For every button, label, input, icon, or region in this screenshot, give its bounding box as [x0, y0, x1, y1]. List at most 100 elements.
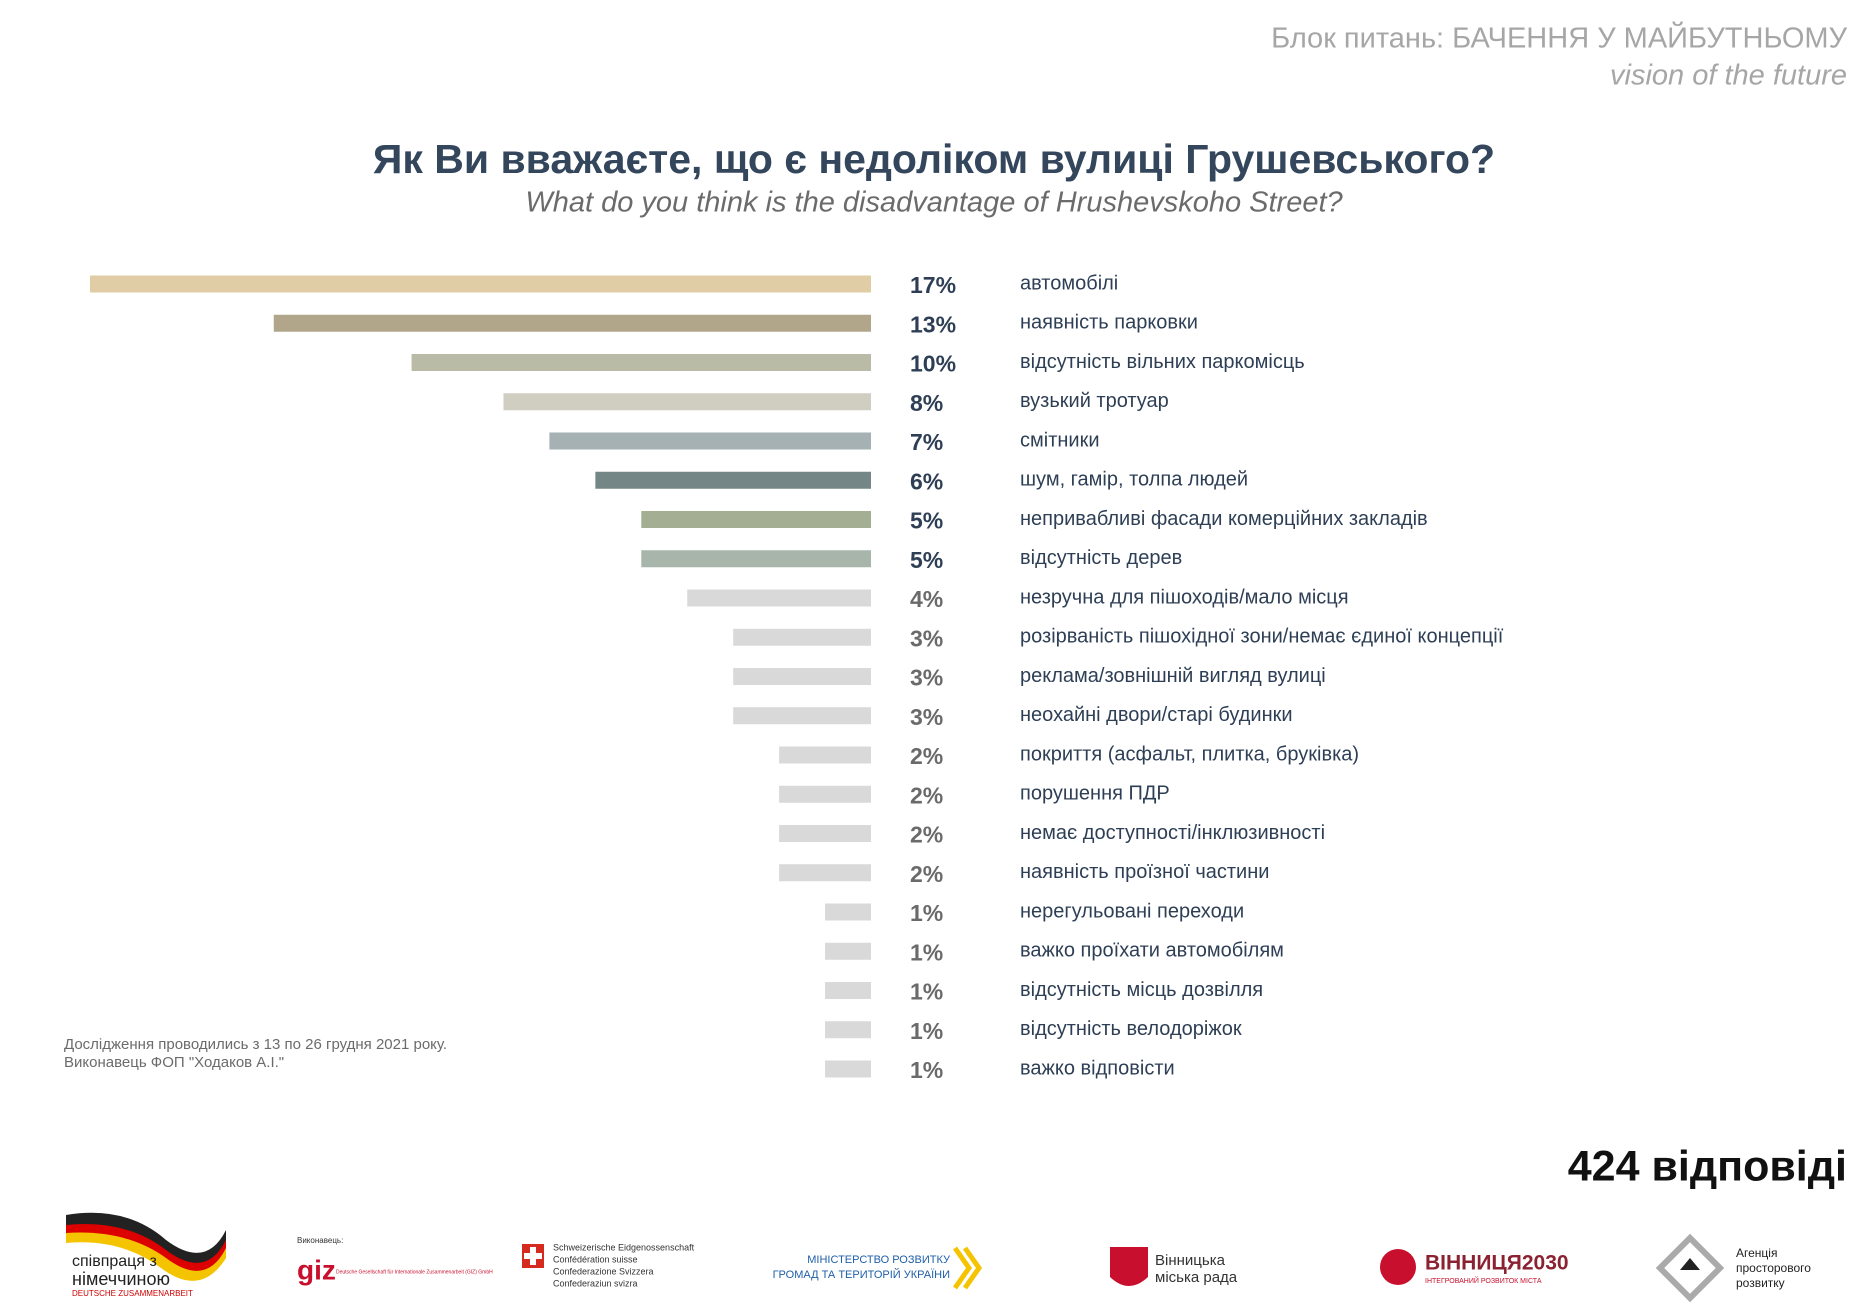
category-label: покриття (асфальт, плитка, бруківка) [1020, 743, 1359, 765]
logo-text: Deutsche Gesellschaft für Internationale… [336, 1269, 493, 1275]
logo-text: ІНТЕГРОВАНИЙ РОЗВИТОК МІСТА [1425, 1276, 1542, 1285]
bar [90, 275, 871, 293]
category-label: неохайні двори/старі будинки [1020, 704, 1293, 726]
logo-text: Вінницька [1155, 1252, 1226, 1269]
value-label: 1% [910, 979, 943, 1005]
value-label: 1% [910, 1057, 943, 1083]
bar [503, 393, 871, 411]
value-label: 3% [910, 704, 943, 730]
logo-text: giz [297, 1254, 336, 1285]
logo-text: просторового [1736, 1261, 1811, 1275]
category-label: автомобілі [1020, 272, 1118, 294]
logo-text: МІНІСТЕРСТВО РОЗВИТКУ [807, 1254, 951, 1266]
category-label: смітники [1020, 429, 1100, 451]
value-label: 3% [910, 625, 943, 651]
logo-text: Виконавець: [297, 1236, 343, 1245]
bar [733, 668, 871, 685]
value-label: 13% [910, 311, 956, 337]
value-label: 6% [910, 468, 943, 494]
value-label: 2% [910, 861, 943, 887]
value-label: 5% [910, 547, 943, 573]
logo-text: Confederazione Svizzera [553, 1266, 654, 1276]
city-shield [1110, 1247, 1148, 1286]
logos: співпраця з німеччиною DEUTSCHE ZUSAMMEN… [66, 1212, 1811, 1303]
value-label: 2% [910, 782, 943, 808]
bar [825, 1060, 871, 1078]
bar [549, 432, 871, 450]
category-label: наявність проїзної частини [1020, 861, 1269, 883]
swiss-cross [524, 1247, 542, 1265]
bar [779, 864, 871, 882]
value-label: 10% [910, 351, 956, 377]
category-label: вузький тротуар [1020, 390, 1169, 412]
category-label: наявність парковки [1020, 312, 1198, 334]
logo-text: Confédération suisse [553, 1254, 638, 1264]
ministry-arrows [952, 1246, 983, 1290]
category-label: немає доступності/інклюзивності [1020, 822, 1325, 844]
bar [825, 903, 871, 921]
agency-icon [1655, 1233, 1725, 1303]
bar [825, 1021, 871, 1039]
category-label: реклама/зовнішній вигляд вулиці [1020, 665, 1326, 687]
category-label: непривабливі фасади комерційних закладів [1020, 508, 1428, 530]
category-label: шум, гамір, толпа людей [1020, 469, 1248, 491]
logo-text: міська рада [1155, 1269, 1238, 1286]
bar [733, 707, 871, 725]
value-label: 1% [910, 939, 943, 965]
logo-text: DEUTSCHE ZUSAMMENARBEIT [72, 1289, 193, 1298]
value-label: 17% [910, 272, 956, 298]
bar [779, 746, 871, 764]
value-label: 4% [910, 586, 943, 612]
bar [825, 942, 871, 960]
category-label: відсутність вільних паркомісць [1020, 351, 1305, 373]
chart-title: Як Ви вважаєте, що є недоліком вулиці Гр… [373, 136, 1495, 182]
bar [733, 628, 871, 646]
bar [411, 354, 871, 371]
value-label: 5% [910, 508, 943, 534]
value-label: 8% [910, 390, 943, 416]
category-label: порушення ПДР [1020, 783, 1170, 805]
header-title: Блок питань: БАЧЕННЯ У МАЙБУТНЬОМУ [1271, 21, 1847, 55]
bar [641, 550, 871, 568]
bar [825, 982, 871, 999]
category-label: розірваність пішохідної зони/немає єдино… [1020, 626, 1504, 648]
plot: 17% автомобілі 13% наявність парковки 10% від… [90, 272, 1504, 1083]
note: Виконавець ФОП "Ходаков А.І." [64, 1054, 284, 1071]
vin-icon [1380, 1249, 1416, 1285]
category-label: відсутність дерев [1020, 547, 1182, 569]
logo-text: Агенція [1736, 1246, 1777, 1260]
header-subtitle: vision of the future [1610, 60, 1847, 92]
logo-text: співпраця з [72, 1253, 157, 1270]
category-label: відсутність велодоріжок [1020, 1018, 1242, 1040]
value-label: 2% [910, 822, 943, 848]
logo-text: ГРОМАД ТА ТЕРИТОРІЙ УКРАЇНИ [773, 1268, 950, 1281]
bar [687, 589, 871, 607]
logo-text: німеччиною [72, 1269, 170, 1289]
bar [273, 314, 871, 332]
category-label: нерегульовані переходи [1020, 900, 1244, 922]
bar [779, 825, 871, 842]
value-label: 7% [910, 429, 943, 455]
logo-text: ВІННИЦЯ2030 [1425, 1252, 1569, 1275]
value-label: 1% [910, 900, 943, 926]
logo-text: Schweizerische Eidgenossenschaft [553, 1242, 695, 1252]
category-label: незручна для пішоходів/мало місця [1020, 586, 1349, 608]
note: Дослідження проводились з 13 по 26 грудн… [64, 1036, 447, 1053]
logo-text: Confederaziun svizra [553, 1278, 638, 1288]
flag-shape [66, 1232, 226, 1281]
chart-subtitle: What do you think is the disadvantage of… [525, 187, 1343, 219]
category-label: відсутність місць дозвілля [1020, 979, 1263, 1001]
bar [595, 471, 871, 489]
value-label: 1% [910, 1018, 943, 1044]
agency-icon [1680, 1258, 1700, 1270]
value-label: 3% [910, 665, 943, 691]
logo-text: розвитку [1736, 1276, 1785, 1290]
category-label: важко відповісти [1020, 1057, 1175, 1079]
category-label: важко проїхати автомобілям [1020, 940, 1284, 962]
bar [641, 511, 871, 528]
bar [779, 785, 871, 803]
responses: 424 відповіді [1568, 1142, 1847, 1190]
value-label: 2% [910, 743, 943, 769]
